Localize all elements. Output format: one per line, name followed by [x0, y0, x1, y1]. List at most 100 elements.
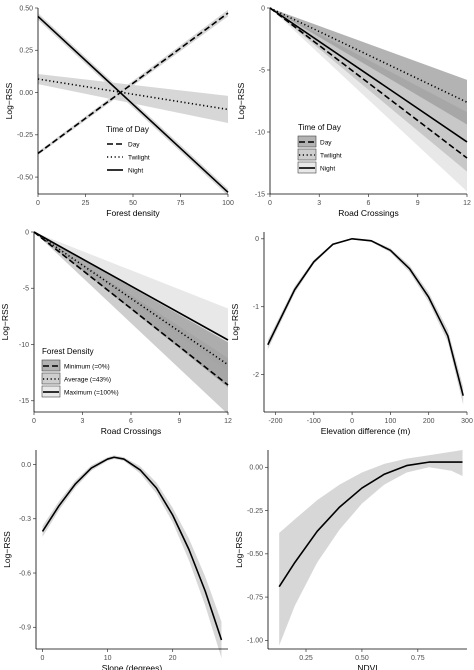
legend-title: Time of Day [298, 123, 341, 132]
x-tick-label: 0 [41, 655, 45, 662]
y-tick-label: 0 [261, 5, 265, 12]
x-tick-label: 100 [385, 418, 397, 425]
y-tick-label: -5 [23, 286, 29, 293]
x-tick-label: 200 [423, 418, 435, 425]
series-line [278, 461, 463, 588]
x-tick-label: 3 [317, 200, 321, 207]
x-tick-label: 12 [463, 200, 471, 207]
confidence-band [270, 8, 467, 125]
x-tick-label: 50 [129, 200, 137, 207]
series-line [33, 231, 229, 341]
y-tick-label: -0.25 [17, 132, 33, 139]
x-tick-label: 0.50 [355, 655, 369, 662]
legend-label: Twilight [128, 154, 150, 161]
x-tick-label: 0.25 [299, 655, 313, 662]
y-tick-label: -1.00 [247, 638, 263, 645]
x-tick-label: 3 [81, 418, 85, 425]
legend-label: Average (=43%) [64, 376, 111, 383]
x-axis-title: Forest density [106, 208, 160, 218]
x-tick-label: 0 [268, 200, 272, 207]
confidence-band [42, 455, 222, 659]
y-tick-label: 0 [255, 236, 259, 243]
legend: Forest Density Minimum (=0%) Average (=43%… [41, 347, 119, 398]
x-tick-label: 9 [178, 418, 182, 425]
legend-title: Time of Day [106, 125, 149, 134]
x-tick-label: 300 [461, 418, 473, 425]
panel-c: 0 3 6 9 12 0 -5 -10 -15 Road Crossings Log−RSS Fore… [0, 229, 232, 436]
series-line [37, 15, 229, 193]
x-axis-title: NDVI [357, 663, 377, 670]
panel-e: 0 10 20 0.0 -0.3 -0.6 -0.9 Slope (degrees) Log−R… [2, 450, 228, 670]
legend-key [297, 135, 317, 148]
x-tick-label: 25 [82, 200, 90, 207]
y-axis-title: Log−RSS [236, 82, 246, 119]
confidence-band [34, 232, 228, 415]
confidence-band [267, 238, 464, 405]
legend-label: Maximum (=100%) [64, 389, 119, 396]
x-tick-label: 20 [169, 655, 177, 662]
x-tick-label: 75 [177, 200, 185, 207]
y-tick-label: -0.9 [19, 625, 31, 632]
x-tick-label: 0 [36, 200, 40, 207]
legend-label: Night [128, 167, 143, 174]
x-tick-label: 10 [104, 655, 112, 662]
series-line [267, 237, 464, 396]
y-tick-label: -0.50 [247, 551, 263, 558]
x-axis-title: Elevation difference (m) [321, 426, 411, 436]
y-tick-label: -15 [19, 398, 29, 405]
x-tick-label: 100 [222, 200, 234, 207]
y-tick-label: 0.00 [249, 465, 263, 472]
y-tick-label: 0 [25, 229, 29, 236]
series-line [269, 7, 468, 143]
panel-a: 0 25 50 75 100 0.50 0.25 0.00 -0.25 -0.50 Forest d… [4, 5, 234, 218]
y-tick-label: -10 [255, 129, 265, 136]
series-line [37, 78, 229, 111]
x-tick-label: 0 [350, 418, 354, 425]
y-tick-label: -1 [253, 304, 259, 311]
series-line [41, 456, 223, 641]
panel-b: 0 3 6 9 12 0 -5 -10 -15 Road Crossings Log−RSS Time… [236, 5, 471, 218]
x-tick-label: 0.75 [411, 655, 425, 662]
legend: Time of Day Day Twilight Night [106, 125, 150, 174]
series-line [269, 7, 468, 159]
panel-f: 0.25 0.50 0.75 0.00 -0.25 -0.50 -0.75 -1.00 NDVI… [234, 450, 467, 670]
panel-d: -200 -100 0 100 200 300 0 -1 -2 Elevation differe… [230, 232, 473, 436]
legend: Time of Day Day Twilight Night [297, 123, 342, 174]
x-axis-title: Road Crossings [101, 426, 161, 436]
y-tick-label: -15 [255, 191, 265, 198]
confidence-band [38, 73, 228, 123]
x-tick-label: -200 [268, 418, 282, 425]
y-tick-label: -2 [253, 372, 259, 379]
legend-label: Day [128, 141, 140, 148]
legend-label: Day [320, 139, 332, 146]
y-axis-title: Log−RSS [2, 531, 12, 568]
y-tick-label: -5 [259, 67, 265, 74]
confidence-band [270, 8, 467, 172]
x-tick-label: 12 [224, 418, 232, 425]
y-tick-label: 0.25 [19, 48, 33, 55]
y-tick-label: -0.6 [19, 570, 31, 577]
confidence-band [270, 8, 467, 192]
x-tick-label: 6 [129, 418, 133, 425]
x-tick-label: 9 [416, 200, 420, 207]
x-tick-label: -100 [307, 418, 321, 425]
confidence-band [34, 232, 228, 388]
y-axis-title: Log−RSS [230, 303, 240, 340]
y-axis-title: Log−RSS [4, 82, 14, 119]
y-axis-title: Log−RSS [0, 303, 10, 340]
legend-label: Twilight [320, 152, 342, 159]
series-line [37, 12, 229, 155]
y-tick-label: -0.75 [247, 594, 263, 601]
y-tick-label: -0.25 [247, 508, 263, 515]
y-tick-label: 0.50 [19, 5, 33, 12]
y-tick-label: 0.0 [21, 462, 31, 469]
y-tick-label: 0.00 [19, 90, 33, 97]
y-axis-title: Log−RSS [234, 531, 244, 568]
legend-key [41, 359, 61, 372]
x-tick-label: 0 [32, 418, 36, 425]
y-tick-label: -10 [19, 342, 29, 349]
legend-label: Minimum (=0%) [64, 363, 110, 370]
series-line [33, 231, 229, 386]
x-tick-label: 6 [367, 200, 371, 207]
